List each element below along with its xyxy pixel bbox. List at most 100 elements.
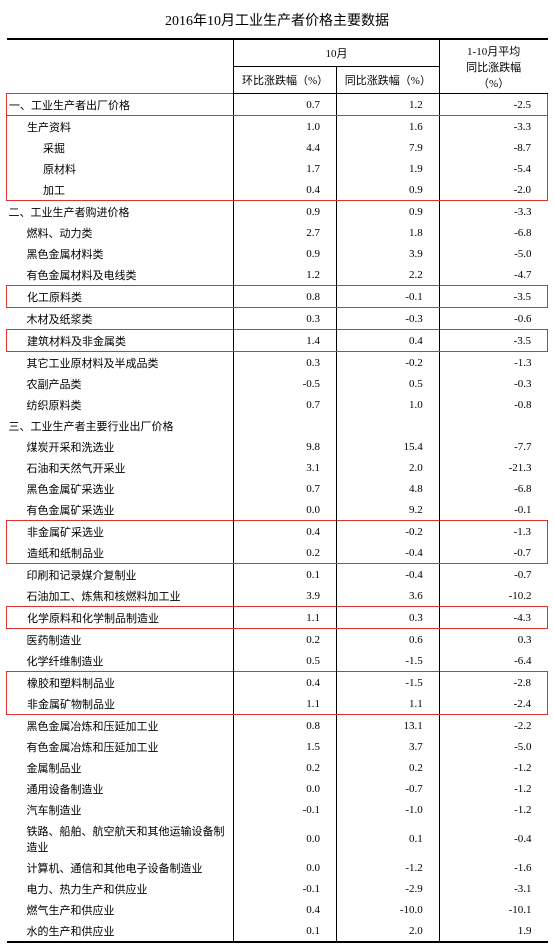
row-label: 煤炭开采和洗选业	[7, 436, 234, 457]
row-label: 生产资料	[7, 116, 234, 138]
cell-avg: -4.7	[439, 264, 547, 286]
cell-mom: -0.1	[234, 799, 337, 820]
table-row: 煤炭开采和洗选业9.815.4-7.7	[7, 436, 548, 457]
cell-yoy: 3.6	[337, 585, 440, 607]
cell-yoy: -0.2	[337, 352, 440, 374]
row-label: 橡胶和塑料制品业	[7, 672, 234, 694]
cell-avg: -8.7	[439, 137, 547, 158]
cell-avg: -4.3	[439, 607, 547, 629]
cell-avg: -6.4	[439, 650, 547, 672]
cell-avg: -0.7	[439, 542, 547, 564]
row-label: 一、工业生产者出厂价格	[7, 94, 234, 116]
cell-yoy: 0.9	[337, 179, 440, 201]
row-label: 黑色金属矿采选业	[7, 478, 234, 499]
page-title: 2016年10月工业生产者价格主要数据	[6, 6, 548, 38]
row-label: 燃料、动力类	[7, 222, 234, 243]
cell-yoy: 1.0	[337, 394, 440, 415]
cell-mom: 0.1	[234, 920, 337, 942]
row-label: 燃气生产和供应业	[7, 899, 234, 920]
table-row: 黑色金属矿采选业0.74.8-6.8	[7, 478, 548, 499]
cell-mom: 0.7	[234, 394, 337, 415]
row-label: 水的生产和供应业	[7, 920, 234, 942]
cell-avg: -1.2	[439, 799, 547, 820]
cell-yoy: 0.4	[337, 330, 440, 352]
table-row: 农副产品类-0.50.5-0.3	[7, 373, 548, 394]
table-row: 金属制品业0.20.2-1.2	[7, 757, 548, 778]
cell-yoy: 2.0	[337, 920, 440, 942]
cell-avg: -1.2	[439, 778, 547, 799]
cell-yoy: -1.2	[337, 857, 440, 878]
cell-avg: -5.0	[439, 243, 547, 264]
cell-yoy: 4.8	[337, 478, 440, 499]
cell-mom: 0.7	[234, 94, 337, 116]
cell-avg: -7.7	[439, 436, 547, 457]
cell-yoy: 9.2	[337, 499, 440, 521]
row-label: 印刷和记录媒介复制业	[7, 564, 234, 586]
table-row: 石油加工、炼焦和核燃料加工业3.93.6-10.2	[7, 585, 548, 607]
cell-mom: 1.2	[234, 264, 337, 286]
table-row: 原材料1.71.9-5.4	[7, 158, 548, 179]
cell-mom: 1.4	[234, 330, 337, 352]
cell-avg: 1.9	[439, 920, 547, 942]
table-row: 二、工业生产者购进价格0.90.9-3.3	[7, 201, 548, 223]
table-row: 木材及纸浆类0.3-0.3-0.6	[7, 308, 548, 330]
table-row: 化工原料类0.8-0.1-3.5	[7, 286, 548, 308]
cell-mom	[234, 415, 337, 436]
cell-avg: -2.0	[439, 179, 547, 201]
row-label: 加工	[7, 179, 234, 201]
cell-avg: -0.7	[439, 564, 547, 586]
row-label: 其它工业原材料及半成品类	[7, 352, 234, 374]
cell-yoy: 1.1	[337, 693, 440, 715]
cell-avg: -2.5	[439, 94, 547, 116]
cell-mom: 0.0	[234, 857, 337, 878]
cell-mom: 0.8	[234, 286, 337, 308]
cell-mom: 0.8	[234, 715, 337, 737]
table-row: 燃料、动力类2.71.8-6.8	[7, 222, 548, 243]
cell-yoy: -1.0	[337, 799, 440, 820]
table-row: 汽车制造业-0.1-1.0-1.2	[7, 799, 548, 820]
cell-yoy: 1.8	[337, 222, 440, 243]
cell-avg: -1.3	[439, 521, 547, 543]
cell-mom: 0.4	[234, 672, 337, 694]
cell-yoy: 0.9	[337, 201, 440, 223]
table-row: 石油和天然气开采业3.12.0-21.3	[7, 457, 548, 478]
cell-mom: 4.4	[234, 137, 337, 158]
table-row: 非金属矿物制品业1.11.1-2.4	[7, 693, 548, 715]
row-label: 化工原料类	[7, 286, 234, 308]
cell-yoy: 0.5	[337, 373, 440, 394]
row-label: 有色金属矿采选业	[7, 499, 234, 521]
row-label: 医药制造业	[7, 629, 234, 651]
header-col3: 1-10月平均 同比涨跌幅 （%）	[439, 39, 547, 94]
cell-mom: 0.1	[234, 564, 337, 586]
cell-yoy: 13.1	[337, 715, 440, 737]
row-label: 铁路、船舶、航空航天和其他运输设备制造业	[7, 820, 234, 857]
cell-avg	[439, 415, 547, 436]
row-label: 黑色金属材料类	[7, 243, 234, 264]
row-label: 三、工业生产者主要行业出厂价格	[7, 415, 234, 436]
cell-mom: 1.1	[234, 693, 337, 715]
cell-yoy: -2.9	[337, 878, 440, 899]
cell-mom: 1.7	[234, 158, 337, 179]
table-row: 黑色金属材料类0.93.9-5.0	[7, 243, 548, 264]
table-row: 黑色金属冶炼和压延加工业0.813.1-2.2	[7, 715, 548, 737]
cell-mom: 1.1	[234, 607, 337, 629]
header-col1: 环比涨跌幅（%）	[234, 67, 337, 94]
row-label: 有色金属材料及电线类	[7, 264, 234, 286]
row-label: 黑色金属冶炼和压延加工业	[7, 715, 234, 737]
cell-mom: 3.9	[234, 585, 337, 607]
table-row: 纺织原料类0.71.0-0.8	[7, 394, 548, 415]
header-col2: 同比涨跌幅（%）	[337, 67, 440, 94]
cell-avg: -0.3	[439, 373, 547, 394]
cell-avg: -2.8	[439, 672, 547, 694]
table-row: 有色金属矿采选业0.09.2-0.1	[7, 499, 548, 521]
header-month: 10月	[234, 39, 440, 67]
row-label: 汽车制造业	[7, 799, 234, 820]
row-label: 有色金属冶炼和压延加工业	[7, 736, 234, 757]
table-row: 燃气生产和供应业0.4-10.0-10.1	[7, 899, 548, 920]
row-label: 电力、热力生产和供应业	[7, 878, 234, 899]
cell-yoy: -0.4	[337, 564, 440, 586]
cell-mom: 0.2	[234, 542, 337, 564]
cell-mom: -0.5	[234, 373, 337, 394]
cell-yoy: -10.0	[337, 899, 440, 920]
cell-mom: 0.9	[234, 201, 337, 223]
